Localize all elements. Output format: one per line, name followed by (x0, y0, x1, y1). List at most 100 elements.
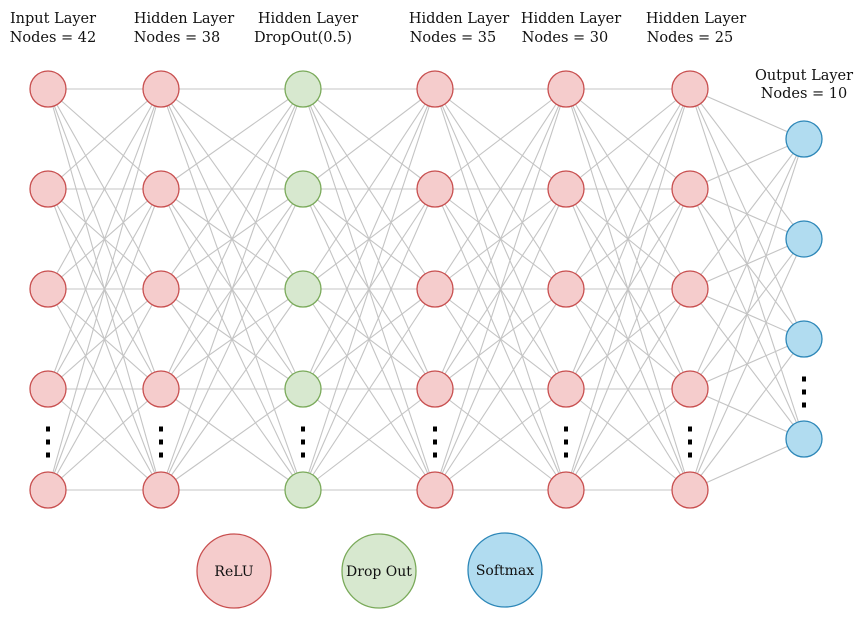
layer-title-hidden4-line2: Nodes = 30 (522, 30, 609, 46)
node-input (29, 170, 67, 208)
node-input (29, 270, 67, 308)
ellipsis-dot (802, 376, 806, 382)
legend-relu-swatch (196, 533, 272, 609)
node-hidden3 (416, 370, 454, 408)
connection-line (434, 88, 567, 290)
node-hidden4 (547, 170, 585, 208)
ellipsis-dot (433, 452, 437, 458)
ellipsis-dot (564, 452, 568, 458)
ellipsis-dot (688, 439, 692, 445)
ellipsis-markers (46, 376, 806, 458)
connection-line (565, 88, 691, 190)
node-hidden5 (671, 70, 709, 108)
ellipsis-dot (564, 426, 568, 432)
connection-line (689, 138, 805, 290)
layer-title-hidden3-line1: Hidden Layer (409, 11, 509, 27)
ellipsis-dot (564, 439, 568, 445)
ellipsis-dot (159, 439, 163, 445)
node-hidden5 (671, 270, 709, 308)
connection-line (47, 88, 162, 491)
layer-title-hidden3-line2: Nodes = 35 (410, 30, 497, 46)
node-hidden5 (671, 170, 709, 208)
node-hidden5 (671, 370, 709, 408)
layer-title-input-line1: Input Layer (10, 11, 96, 27)
ellipsis-dot (159, 426, 163, 432)
node-output (785, 120, 823, 158)
node-input (29, 370, 67, 408)
layer-title-hidden1-line2: Nodes = 38 (134, 30, 221, 46)
connections (47, 88, 805, 491)
connection-line (302, 288, 436, 491)
ellipsis-dot (688, 452, 692, 458)
connection-line (565, 288, 691, 491)
connection-line (160, 288, 304, 491)
node-dropout (284, 270, 322, 308)
node-hidden4 (547, 370, 585, 408)
node-hidden1 (142, 170, 180, 208)
connection-line (565, 388, 691, 491)
connection-line (689, 338, 805, 491)
connection-line (434, 88, 567, 491)
layer-title-dropout-line1: Hidden Layer (258, 11, 358, 27)
connection-line (160, 88, 304, 290)
node-hidden3 (416, 70, 454, 108)
node-output (785, 420, 823, 458)
node-hidden3 (416, 270, 454, 308)
legend-softmax-label: Softmax (476, 563, 534, 579)
connection-line (47, 88, 162, 390)
node-output (785, 220, 823, 258)
node-hidden1 (142, 270, 180, 308)
connection-line (434, 388, 567, 491)
connection-line (160, 88, 304, 390)
connection-line (434, 88, 567, 190)
connection-line (302, 88, 436, 190)
connection-line (47, 188, 162, 491)
connection-line (160, 88, 304, 491)
connection-line (302, 88, 436, 290)
node-hidden1 (142, 370, 180, 408)
connection-line (689, 138, 805, 390)
nodes (29, 70, 823, 509)
node-input (29, 70, 67, 108)
layer-title-output-line1: Output Layer (755, 68, 853, 84)
ellipsis-dot (433, 426, 437, 432)
ellipsis-dot (802, 402, 806, 408)
connection-line (302, 88, 436, 390)
legend-softmax-swatch (467, 532, 543, 608)
connection-line (689, 138, 805, 491)
layer-title-hidden5-line1: Hidden Layer (646, 11, 746, 27)
connection-line (689, 238, 805, 491)
ellipsis-dot (301, 426, 305, 432)
layer-title-input-line2: Nodes = 42 (10, 30, 97, 46)
connection-line (47, 388, 162, 491)
connection-line (302, 388, 436, 491)
legend-dropout-label: Drop Out (346, 564, 412, 580)
connection-line (160, 388, 304, 491)
layer-title-hidden1-line1: Hidden Layer (134, 11, 234, 27)
node-hidden4 (547, 471, 585, 509)
connection-line (565, 188, 691, 491)
node-hidden4 (547, 70, 585, 108)
connection-line (302, 188, 436, 491)
connection-line (160, 188, 304, 491)
node-hidden3 (416, 170, 454, 208)
node-dropout (284, 170, 322, 208)
connection-line (47, 88, 162, 290)
node-dropout (284, 370, 322, 408)
connection-line (565, 88, 691, 390)
node-hidden4 (547, 270, 585, 308)
node-output (785, 320, 823, 358)
ellipsis-dot (802, 389, 806, 395)
connection-line (565, 88, 691, 491)
connection-line (434, 288, 567, 491)
legend-relu-label: ReLU (214, 564, 253, 580)
node-input (29, 471, 67, 509)
connection-line (689, 88, 805, 140)
legend-dropout-swatch (341, 533, 417, 609)
ellipsis-dot (46, 426, 50, 432)
ellipsis-dot (46, 452, 50, 458)
node-hidden1 (142, 70, 180, 108)
layer-titles: Input Layer Nodes = 42 Hidden Layer Node… (10, 11, 853, 102)
ellipsis-dot (46, 439, 50, 445)
